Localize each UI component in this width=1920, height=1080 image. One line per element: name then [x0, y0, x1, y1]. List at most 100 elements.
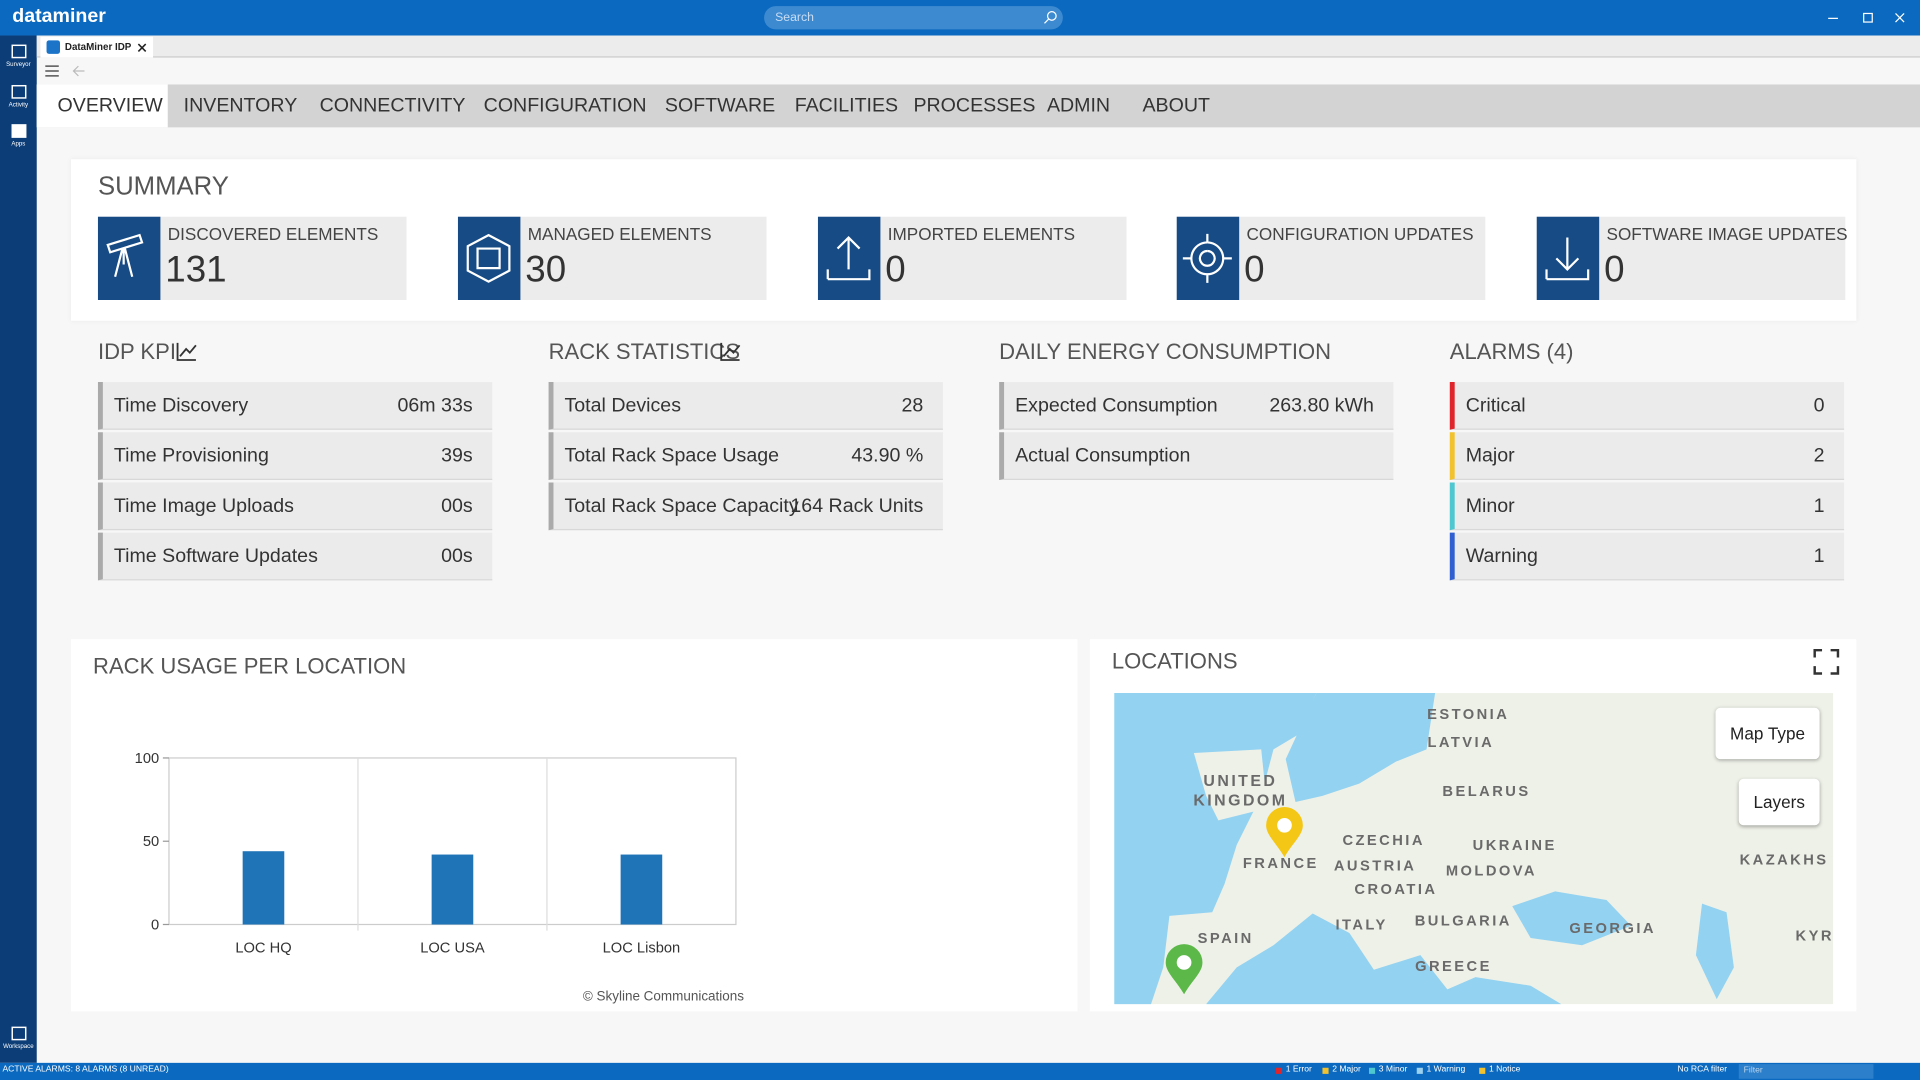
map-label: GEORGIA — [1558, 918, 1668, 938]
status-item[interactable]: 1 Notice — [1489, 1065, 1520, 1074]
sidebar-label[interactable]: Activity — [0, 102, 37, 109]
map-label: KYR — [1760, 926, 1870, 946]
map-label: ESTONIA — [1413, 704, 1523, 724]
map-label: ITALY — [1307, 915, 1417, 935]
sidebar-label[interactable]: Apps — [0, 141, 37, 148]
kpi-value: 28 — [901, 396, 923, 418]
tab-strip — [37, 36, 1920, 58]
kpi-label: Total Rack Space Capacity — [564, 496, 798, 518]
map-button[interactable]: Layers — [1739, 779, 1820, 826]
kpi-label: Total Rack Space Usage — [564, 446, 779, 468]
restore-icon — [1864, 13, 1873, 22]
tab-close — [137, 43, 147, 53]
map-label: GREECE — [1398, 956, 1508, 976]
status-dot — [1276, 1068, 1282, 1074]
sidebar-icon — [11, 124, 27, 139]
kpi-label: Expected Consumption — [1015, 396, 1218, 418]
status-rca[interactable]: No RCA filter — [1678, 1065, 1728, 1074]
card-icon-glyph — [828, 238, 870, 280]
map-label: BULGARIA — [1408, 911, 1518, 931]
status-item[interactable]: 2 Major — [1332, 1065, 1361, 1074]
bar — [432, 855, 474, 925]
nav-item[interactable]: OVERVIEW — [58, 96, 163, 118]
card-icon-glyph — [1183, 234, 1232, 283]
status-item[interactable]: 1 Error — [1286, 1065, 1312, 1074]
trend-icon — [176, 342, 197, 362]
card-label: DISCOVERED ELEMENTS — [168, 224, 379, 244]
kpi-label: Time Software Updates — [114, 546, 318, 568]
status-dot — [1479, 1068, 1485, 1074]
tab[interactable]: DataMiner IDP — [40, 37, 153, 58]
nav-item[interactable]: CONFIGURATION — [484, 96, 647, 118]
map-pin — [1264, 806, 1306, 857]
kpi-value: 0 — [1814, 396, 1825, 418]
kpi-value: 164 Rack Units — [790, 496, 923, 518]
brand: dataminer — [12, 6, 106, 28]
nav-item[interactable]: CONNECTIVITY — [320, 96, 466, 118]
trend-glyph — [721, 343, 739, 360]
section-title: SUMMARY — [98, 173, 229, 202]
map-label: MOLDOVA — [1436, 861, 1546, 881]
sidebar-icon — [11, 84, 27, 99]
card-label: MANAGED ELEMENTS — [528, 224, 712, 244]
expand-icon — [1813, 649, 1839, 675]
tab-close-x — [138, 44, 145, 51]
trend-icon — [720, 342, 741, 362]
kpi-label: Time Discovery — [114, 396, 248, 418]
card-icon — [818, 228, 880, 289]
map-label: BELARUS — [1431, 781, 1541, 801]
card-value: 131 — [165, 250, 226, 292]
chart-title: RACK USAGE PER LOCATION — [93, 654, 406, 680]
kpi-value: 00s — [441, 546, 473, 568]
kpi-label: Warning — [1466, 546, 1538, 568]
nav-item[interactable]: INVENTORY — [184, 96, 298, 118]
map-pin — [1163, 943, 1205, 994]
sidebar-icon-shape — [12, 1027, 25, 1039]
card-icon-glyph — [108, 235, 142, 277]
status-item[interactable]: 1 Warning — [1427, 1065, 1466, 1074]
panel-title: IDP KPI — [98, 339, 176, 365]
sidebar-icon-shape — [12, 125, 25, 137]
status-left: ACTIVE ALARMS: 8 ALARMS (8 UNREAD) — [2, 1065, 168, 1074]
trend-glyph — [178, 343, 196, 360]
sidebar-label[interactable]: Surveyor — [0, 61, 37, 68]
card-label: SOFTWARE IMAGE UPDATES — [1607, 224, 1848, 244]
map-label: CZECHIA — [1329, 830, 1439, 850]
kpi-label: Time Provisioning — [114, 446, 269, 468]
status-item[interactable]: 3 Minor — [1379, 1065, 1408, 1074]
nav-item[interactable]: FACILITIES — [795, 96, 898, 118]
nav-item[interactable]: ABOUT — [1142, 96, 1210, 118]
chart-panel — [71, 639, 1078, 1011]
map-label: KAZAKHS — [1729, 850, 1839, 870]
search-box[interactable]: Search — [764, 6, 1063, 29]
status-filter[interactable]: Filter — [1739, 1064, 1874, 1079]
sidebar-icon-shape — [12, 86, 25, 98]
nav-item[interactable]: SOFTWARE — [665, 96, 775, 118]
map-label: CROATIA — [1341, 879, 1451, 899]
sidebar-label[interactable]: Workspace — [0, 1043, 37, 1050]
kpi-value: 39s — [441, 446, 473, 468]
status-dot — [1417, 1068, 1423, 1074]
card-icon — [1537, 228, 1599, 289]
search-glass — [1048, 12, 1057, 21]
panel-title: ALARMS (4) — [1450, 339, 1574, 365]
card-icon — [1177, 228, 1239, 289]
menu-icon — [45, 66, 58, 76]
status-bar — [0, 1063, 1920, 1080]
sidebar-icon — [11, 1026, 27, 1041]
x-tick-label: LOC HQ — [235, 941, 291, 957]
map-button[interactable]: Map Type — [1716, 708, 1820, 759]
card-value: 30 — [525, 250, 566, 292]
expand-glyph — [1815, 650, 1838, 673]
nav-item[interactable]: PROCESSES — [913, 96, 1035, 118]
status-dot — [1369, 1068, 1375, 1074]
card-value: 0 — [1244, 250, 1264, 292]
kpi-value: 1 — [1814, 546, 1825, 568]
window-controls — [1824, 10, 1910, 27]
kpi-label: Critical — [1466, 396, 1526, 418]
nav-item[interactable]: ADMIN — [1047, 96, 1110, 118]
kpi-value: 2 — [1814, 446, 1825, 468]
map-label: LATVIA — [1406, 732, 1516, 752]
